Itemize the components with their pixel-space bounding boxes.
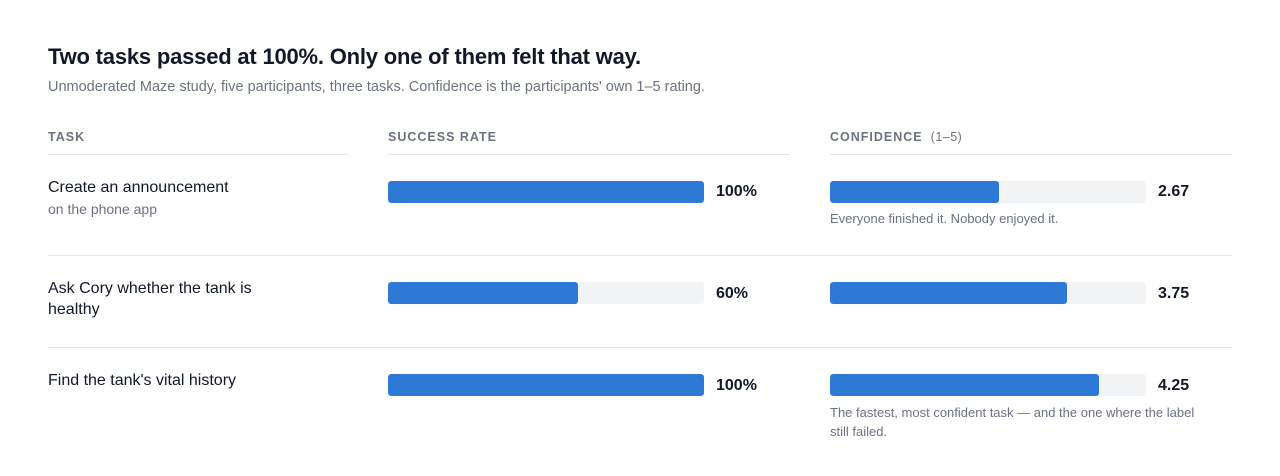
success-value-3: 100%: [716, 377, 757, 394]
task-name-3: Find the tank's vital history: [48, 372, 237, 389]
column-header-task: TASK: [48, 130, 86, 144]
confidence-bar-3: [830, 374, 1099, 396]
column-header-success: SUCCESS RATE: [388, 130, 498, 144]
success-value-1: 100%: [716, 183, 757, 200]
task-name-1: Create an announcement: [48, 179, 229, 196]
confidence-bar-track-1: [830, 181, 1146, 203]
success-bar-track-2: [388, 282, 704, 304]
confidence-value-2: 3.75: [1158, 285, 1190, 302]
confidence-bar-2: [830, 282, 1067, 304]
success-bar-1: [388, 181, 704, 203]
row-divider-1: [48, 255, 1232, 256]
confidence-note-1: Everyone finished it. Nobody enjoyed it.: [830, 211, 1059, 226]
success-bar-2: [388, 282, 578, 304]
column-header-confidence-label: CONFIDENCE: [830, 130, 923, 144]
chart-title: Two tasks passed at 100%. Only one of th…: [48, 44, 641, 69]
confidence-value-1: 2.67: [1158, 183, 1190, 200]
header-rule-confidence: [830, 154, 1232, 155]
row-divider-2: [48, 347, 1232, 348]
chart-container: Two tasks passed at 100%. Only one of th…: [48, 0, 1232, 476]
success-bar-3: [388, 374, 704, 396]
header-rule-task: [48, 154, 348, 155]
confidence-note-3: The fastest, most confident task — and t…: [830, 405, 1195, 439]
task-name-2: Ask Cory whether the tank is healthy: [48, 280, 252, 318]
confidence-bar-track-3: [830, 374, 1146, 396]
success-bar-track-3: [388, 374, 704, 396]
column-header-confidence: CONFIDENCE (1–5): [830, 130, 962, 144]
confidence-bar-1: [830, 181, 999, 203]
success-bar-track-1: [388, 181, 704, 203]
header-rule-success: [388, 154, 790, 155]
confidence-value-3: 4.25: [1158, 377, 1190, 394]
task-subtitle-1: on the phone app: [48, 201, 157, 217]
confidence-bar-track-2: [830, 282, 1146, 304]
chart-subtitle: Unmoderated Maze study, five participant…: [48, 79, 705, 95]
success-value-2: 60%: [716, 285, 749, 302]
column-header-confidence-unit: (1–5): [930, 130, 963, 144]
